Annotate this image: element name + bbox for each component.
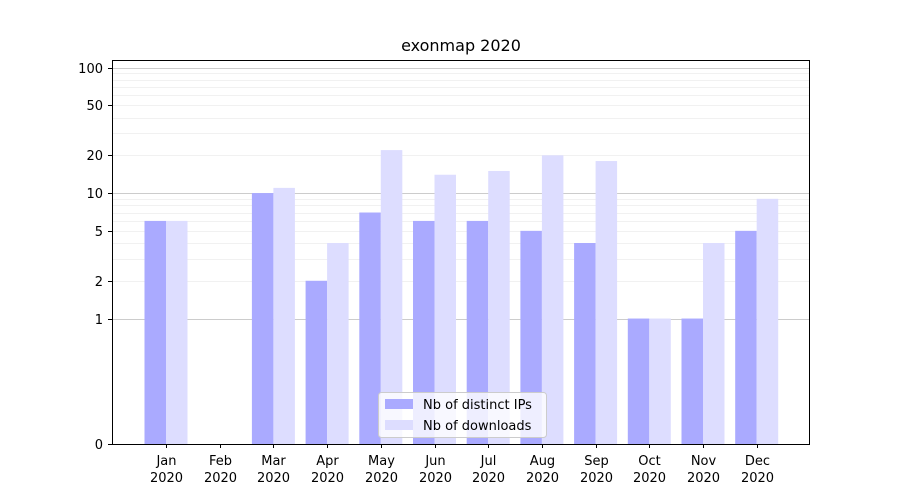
x-tick-label-year: 2020 <box>204 471 237 486</box>
y-tick-label: 2 <box>95 275 103 290</box>
x-tick-label-year: 2020 <box>526 471 559 486</box>
bar-downloads-sep <box>595 161 618 445</box>
bar-distinct-ips-oct <box>627 318 650 444</box>
legend-label: Nb of downloads <box>423 419 532 434</box>
bar-downloads-mar <box>273 187 295 444</box>
legend-swatch <box>385 399 413 409</box>
x-tick-label-month: Dec <box>745 454 770 469</box>
bar-distinct-ips-may <box>359 212 381 444</box>
chart-title: exonmap 2020 <box>401 36 521 55</box>
bar-distinct-ips-jan <box>144 220 166 444</box>
x-tick-label-month: Jul <box>480 454 497 469</box>
x-tick-label-month: Jan <box>155 454 176 469</box>
bars <box>144 150 779 445</box>
legend-box <box>378 392 547 438</box>
x-tick-label-year: 2020 <box>257 471 290 486</box>
bar-distinct-ips-dec <box>735 230 757 444</box>
bar-downloads-jul <box>488 170 510 445</box>
bar-downloads-apr <box>327 243 349 444</box>
x-tick-label-month: Nov <box>691 454 717 469</box>
legend-label: Nb of distinct IPs <box>423 398 532 413</box>
plot-frame <box>112 60 810 445</box>
bar-downloads-may <box>380 150 403 444</box>
bar-downloads-aug <box>541 155 564 444</box>
x-tick-label-month: Oct <box>638 454 660 469</box>
x-tick-label-month: Sep <box>584 454 609 469</box>
x-tick-label-year: 2020 <box>365 471 398 486</box>
x-tick-label-year: 2020 <box>150 471 183 486</box>
x-tick-label-month: Apr <box>316 454 339 469</box>
x-tick-label-year: 2020 <box>741 471 774 486</box>
bar-downloads-oct <box>649 318 671 444</box>
legend: Nb of distinct IPs Nb of downloads <box>378 392 547 438</box>
x-tick-label-month: May <box>368 454 395 469</box>
x-tick-label-month: Aug <box>530 454 555 469</box>
bar-downloads-nov <box>703 243 725 444</box>
bar-downloads-jun <box>434 174 456 444</box>
x-tick-label-year: 2020 <box>633 471 666 486</box>
y-tick-label: 100 <box>78 62 103 77</box>
x-tick-label-month: Feb <box>209 454 232 469</box>
x-tick-label-year: 2020 <box>687 471 720 486</box>
x-tick-label-month: Mar <box>261 454 286 469</box>
bar-distinct-ips-aug <box>520 230 542 444</box>
y-tick-label: 5 <box>95 225 103 240</box>
y-tick-label: 50 <box>86 99 103 114</box>
bar-distinct-ips-nov <box>681 318 703 444</box>
y-tick-label: 10 <box>86 187 103 202</box>
bar-distinct-ips-jun <box>413 220 435 444</box>
bar-distinct-ips-apr <box>305 280 328 444</box>
bar-downloads-jan <box>166 220 188 444</box>
bar-downloads-dec <box>756 198 779 444</box>
x-tick-label-year: 2020 <box>419 471 452 486</box>
x-tick-label-year: 2020 <box>311 471 344 486</box>
y-tick-label: 20 <box>86 149 103 164</box>
y-axis: 0 1 2 5 10 20 50 100 <box>78 62 112 453</box>
x-tick-label-year: 2020 <box>580 471 613 486</box>
y-tick-label: 1 <box>95 313 103 328</box>
x-axis: Jan 2020 Feb 2020 Mar 2020 Apr 2020 May 2020 Jun 20… <box>150 444 774 486</box>
bar-distinct-ips-sep <box>574 243 596 444</box>
x-tick-label-month: Jun <box>424 454 445 469</box>
legend-swatch <box>385 420 413 430</box>
bar-distinct-ips-jul <box>466 220 489 444</box>
bar-distinct-ips-mar <box>251 193 274 444</box>
y-tick-label: 0 <box>95 438 103 453</box>
x-tick-label-year: 2020 <box>472 471 505 486</box>
